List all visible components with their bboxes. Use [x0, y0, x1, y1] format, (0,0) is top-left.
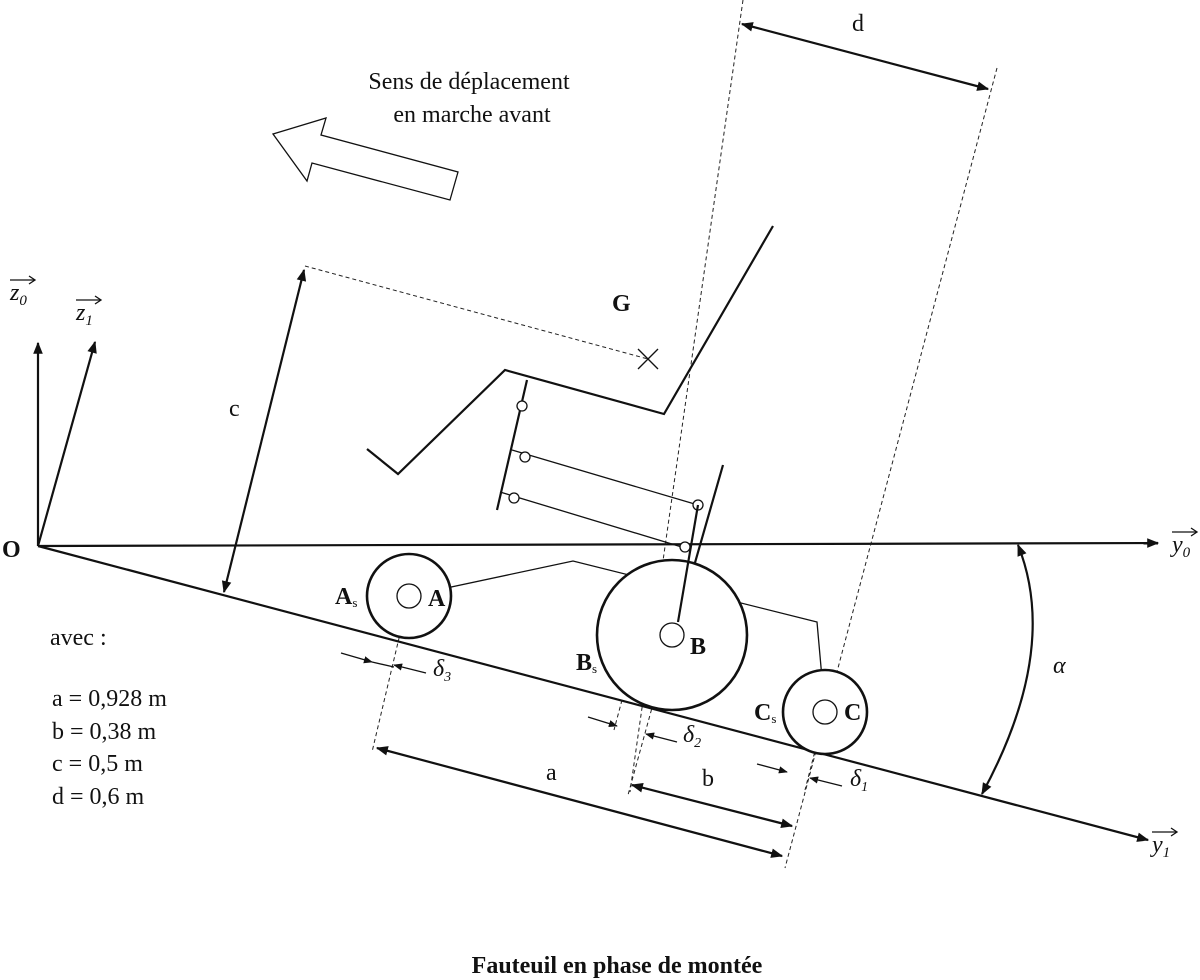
- label-Cs: Cs: [754, 700, 776, 726]
- linkage-rear-post: [495, 379, 529, 511]
- linkage-bar-lower: [499, 491, 686, 549]
- dim-delta1-right: [809, 776, 843, 787]
- value-a: a = 0,928 m: [52, 686, 167, 712]
- label-b: b: [702, 766, 714, 792]
- values-heading: avec :: [50, 625, 107, 651]
- label-As: As: [335, 584, 357, 610]
- direction-line2: en marche avant: [393, 102, 551, 128]
- label-alpha: α: [1053, 653, 1066, 679]
- value-d: d = 0,6 m: [52, 784, 145, 810]
- label-z0: z0: [9, 280, 27, 309]
- chair-frame: [366, 225, 774, 476]
- label-z1: z1: [75, 300, 93, 329]
- pivot-1: [516, 400, 528, 412]
- label-delta3: δ3: [433, 656, 451, 685]
- vector-head-z1: [94, 295, 103, 305]
- dim-delta3-left: [340, 652, 373, 664]
- dim-delta2-right: [645, 732, 678, 743]
- pivot-5: [679, 541, 691, 553]
- label-y1: y1: [1150, 832, 1170, 861]
- figure-caption: Fauteuil en phase de montée: [472, 953, 763, 979]
- axis-y0: [37, 538, 1160, 548]
- label-d: d: [852, 11, 864, 37]
- pivot-2: [519, 451, 531, 463]
- angle-alpha-arc: [981, 543, 1034, 796]
- dash-a-left: [371, 595, 410, 753]
- label-G: G: [612, 291, 631, 317]
- label-Bs: Bs: [576, 650, 597, 676]
- dash-c-top: [304, 265, 649, 360]
- pivot-3: [508, 492, 520, 504]
- direction-arrow: [271, 117, 459, 201]
- direction-line1: Sens de déplacement: [368, 69, 570, 95]
- vector-head-y1: [1170, 827, 1179, 837]
- tick-delta3: [371, 661, 395, 668]
- cog-marker: [637, 348, 659, 370]
- dim-a: [375, 746, 784, 858]
- dash-delta2: [613, 699, 623, 731]
- dim-b: [630, 783, 794, 828]
- label-delta2: δ2: [683, 722, 701, 751]
- dim-d: [740, 22, 990, 91]
- dim-delta1-left: [756, 763, 788, 774]
- hub-c: [812, 699, 838, 725]
- linkage-bar-upper: [511, 449, 699, 506]
- value-b: b = 0,38 m: [52, 719, 157, 745]
- label-origin: O: [2, 537, 21, 563]
- label-B: B: [690, 634, 706, 660]
- label-delta1: δ1: [850, 766, 868, 795]
- dim-c: [221, 268, 307, 594]
- dim-delta3-right: [393, 663, 427, 674]
- hub-b: [659, 622, 685, 648]
- label-C: C: [844, 700, 861, 726]
- vector-head-z0: [28, 275, 37, 285]
- label-a: a: [546, 760, 557, 786]
- label-y0: y0: [1170, 532, 1191, 561]
- linkage-front-post-top: [676, 504, 700, 623]
- label-c: c: [229, 396, 240, 422]
- dim-delta2-left: [587, 716, 618, 728]
- label-A: A: [428, 586, 446, 612]
- axis-z1: [36, 340, 97, 547]
- hub-a: [396, 583, 422, 609]
- value-c: c = 0,5 m: [52, 751, 143, 777]
- slope-y1: [37, 544, 1150, 842]
- vector-head-y0: [1190, 527, 1199, 537]
